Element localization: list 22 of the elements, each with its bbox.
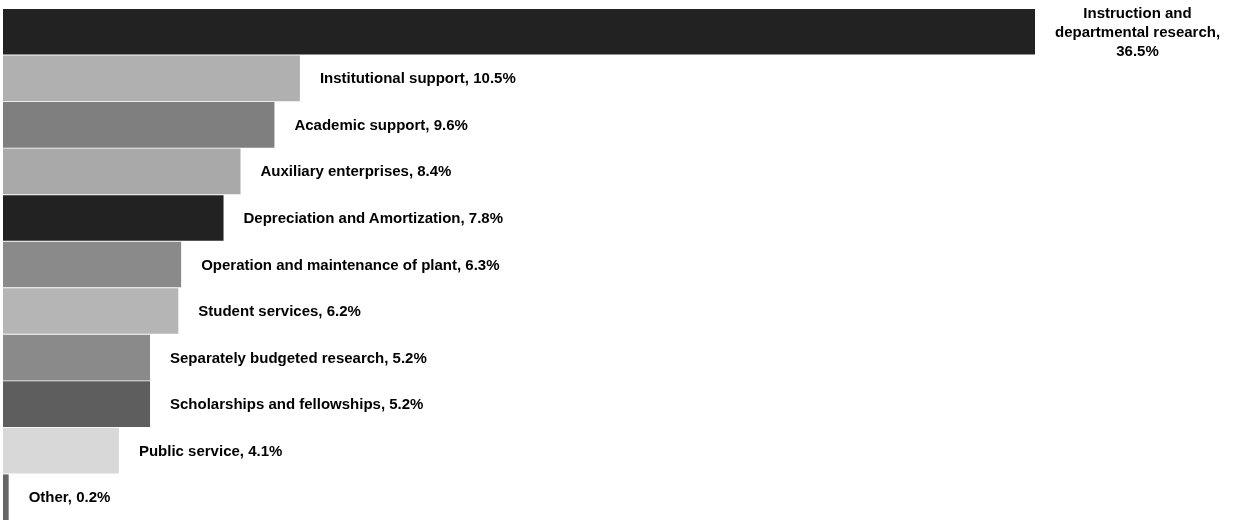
bar <box>3 427 119 474</box>
bar <box>3 55 300 102</box>
data-label: Auxiliary enterprises, 8.4% <box>260 162 452 180</box>
data-label: Other, 0.2% <box>28 488 111 506</box>
data-label: Public service, 4.1% <box>138 441 283 459</box>
data-label: Scholarships and fellowships, 5.2% <box>170 395 424 413</box>
data-label: Instruction and departmental research, 36.5% <box>1055 3 1221 59</box>
data-label: Operation and maintenance of plant, 6.3% <box>201 255 500 273</box>
data-label: Student services, 6.2% <box>198 302 361 320</box>
bar <box>3 148 241 195</box>
bar <box>3 102 275 148</box>
data-label: Depreciation and Amortization, 7.8% <box>243 208 504 226</box>
data-label: Academic support, 9.6% <box>294 115 468 133</box>
bar <box>3 334 151 381</box>
bar <box>3 474 9 520</box>
bar <box>3 381 151 427</box>
data-label: Institutional support, 10.5% <box>319 69 516 87</box>
data-label: Separately budgeted research, 5.2% <box>170 348 427 366</box>
bar <box>3 195 224 241</box>
bar <box>3 288 179 334</box>
bar <box>3 9 1035 55</box>
bar <box>3 241 182 288</box>
